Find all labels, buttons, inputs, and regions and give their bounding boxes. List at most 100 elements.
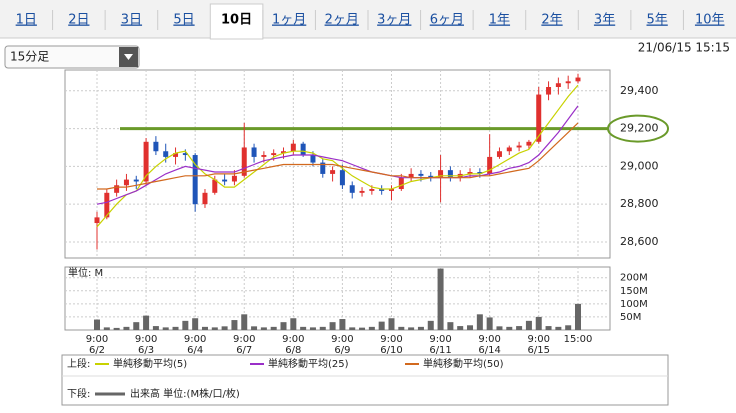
- volume-bar: [565, 325, 572, 330]
- moving-average-line: [97, 122, 579, 190]
- x-date-label: 6/8: [285, 345, 301, 356]
- volume-bar: [427, 320, 434, 330]
- candle-body: [487, 156, 493, 174]
- candle-body: [418, 173, 424, 176]
- volume-bar: [575, 303, 581, 330]
- x-tick-label: 9:00: [135, 334, 157, 345]
- tab[interactable]: 10日: [221, 13, 252, 28]
- volume-bar: [398, 326, 405, 330]
- candle-body: [231, 175, 237, 182]
- interval-label: 15分足: [10, 50, 49, 64]
- y-tick-label: 29,000: [620, 159, 659, 172]
- y-tick-label: 50M: [620, 312, 641, 323]
- tab[interactable]: 10年: [695, 13, 725, 28]
- volume-bar: [231, 320, 238, 330]
- volume-bar: [290, 318, 297, 330]
- candle-body: [369, 189, 375, 191]
- volume-bar: [417, 326, 424, 330]
- select-arrow: [124, 54, 133, 60]
- candle-body: [379, 189, 385, 191]
- volume-bar: [359, 327, 366, 330]
- y-tick-label: 29,200: [620, 122, 659, 135]
- volume-bar: [162, 327, 169, 330]
- y-tick-label: 150M: [620, 286, 648, 297]
- x-tick-label: 9:00: [331, 334, 353, 345]
- volume-bar: [221, 326, 228, 330]
- x-date-label: 6/11: [429, 345, 451, 356]
- tab[interactable]: 1年: [489, 13, 510, 28]
- volume-bar: [182, 320, 189, 330]
- volume-bar: [467, 325, 474, 330]
- volume-bar: [555, 326, 562, 330]
- candle-body: [261, 155, 267, 157]
- volume-bar: [260, 327, 267, 330]
- x-date-label: 6/10: [380, 345, 402, 356]
- candle-body: [133, 179, 139, 182]
- volume-bar: [143, 315, 150, 330]
- volume-bar: [280, 322, 287, 330]
- candle-body: [555, 83, 561, 88]
- candle-body: [202, 192, 208, 205]
- x-tick-label: 9:00: [380, 334, 402, 345]
- volume-bar: [103, 327, 110, 330]
- tab[interactable]: 5年: [647, 13, 668, 28]
- volume-bar: [201, 326, 208, 330]
- candle-body: [359, 190, 365, 193]
- candle-body: [526, 141, 532, 146]
- x-tick-label: 9:00: [282, 334, 304, 345]
- x-tick-label: 9:00: [478, 334, 500, 345]
- volume-bar: [339, 319, 346, 330]
- tab[interactable]: 3年: [594, 13, 615, 28]
- tab[interactable]: 2年: [541, 13, 562, 28]
- volume-bar: [457, 326, 464, 330]
- legend-upper-label: 上段:: [67, 357, 90, 370]
- volume-bar: [447, 322, 454, 330]
- interval-select[interactable]: [4, 45, 140, 69]
- candle-body: [281, 151, 287, 154]
- candle-body: [408, 173, 414, 178]
- volume-bar: [211, 327, 218, 330]
- y-tick-label: 100M: [620, 299, 648, 310]
- legend-box: [61, 354, 669, 406]
- tab[interactable]: 2ヶ月: [325, 13, 359, 28]
- x-date-label: 6/9: [334, 345, 350, 356]
- candle-body: [271, 153, 277, 156]
- x-tick-label: 9:00: [184, 334, 206, 345]
- tab[interactable]: 3ヶ月: [377, 13, 411, 28]
- volume-bar: [535, 316, 542, 330]
- candle-body: [290, 143, 296, 152]
- candle-body: [300, 143, 306, 156]
- candle-body: [546, 87, 552, 95]
- candle-body: [438, 170, 444, 178]
- tab[interactable]: 2日: [68, 13, 89, 28]
- tab[interactable]: 6ヶ月: [430, 13, 464, 28]
- tab[interactable]: 1日: [16, 13, 37, 28]
- volume-bar: [192, 318, 199, 330]
- volume-bar: [516, 326, 523, 330]
- candle-body: [173, 153, 179, 157]
- candle-body: [428, 175, 434, 178]
- tab[interactable]: 5日: [173, 13, 194, 28]
- legend-label: 出来高 単位:(M株/口/枚): [130, 387, 240, 400]
- volume-bar: [388, 318, 395, 330]
- volume-bar: [476, 314, 483, 330]
- x-date-label: 6/7: [236, 345, 252, 356]
- candle-body: [467, 172, 473, 174]
- volume-bar: [349, 327, 356, 330]
- volume-bar: [270, 326, 277, 330]
- volume-bar: [152, 326, 159, 330]
- legend-label: 単純移動平均(25): [268, 357, 349, 370]
- volume-bar: [408, 327, 415, 330]
- tab[interactable]: 1ヶ月: [272, 13, 306, 28]
- candle-body: [310, 155, 316, 163]
- x-date-label: 6/4: [187, 345, 203, 356]
- volume-bar: [368, 326, 375, 330]
- moving-average-line: [96, 84, 579, 228]
- candle-body: [477, 172, 483, 174]
- tab[interactable]: 3日: [121, 13, 142, 28]
- x-tick-label: 9:00: [528, 334, 550, 345]
- candle-body: [506, 147, 512, 152]
- legend-lower-label: 下段:: [67, 387, 90, 400]
- volume-bar: [172, 326, 179, 330]
- candle-body: [182, 153, 188, 156]
